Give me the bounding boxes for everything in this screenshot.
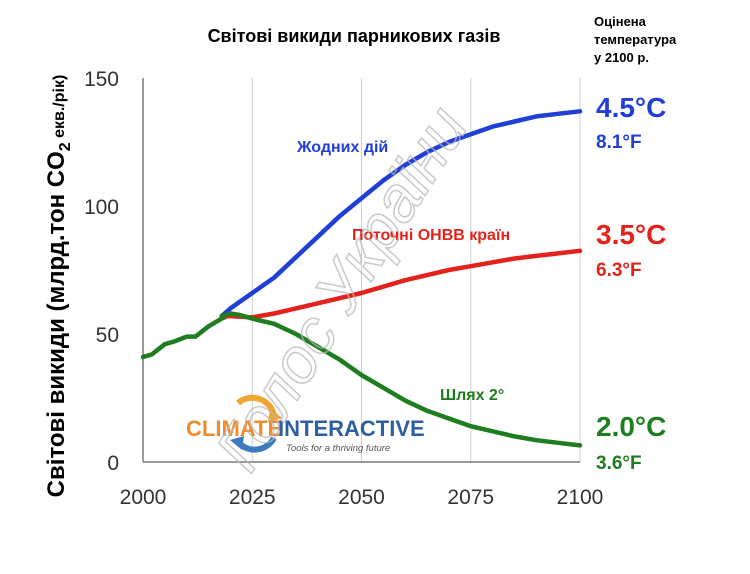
y-axis-label: Світові викиди (млрд.тон CO2 екв./рік) (43, 75, 74, 498)
chart-title: Світові викиди парникових газів (208, 26, 501, 46)
series-label-2deg-path: Шлях 2° (440, 387, 504, 404)
series-line-current-ndc (219, 248, 583, 320)
series-label-no-action: Жодних дій (296, 139, 388, 156)
tick-label-layer: 0 50 100 150 2000 2025 2050 2075 2100 (84, 68, 603, 509)
grid-layer (142, 78, 581, 463)
y-tick-label: 150 (84, 68, 119, 91)
series-line-historical (140, 312, 233, 360)
y-tick-label: 50 (96, 324, 119, 347)
x-tick-label: 2100 (557, 486, 604, 509)
y-tick-label: 0 (107, 452, 119, 475)
temp-f-no-action: 8.1°F (596, 132, 642, 153)
temp-c-current-ndc: 3.5°C (596, 219, 666, 250)
y-axis-label-main: Світові викиди (млрд.тон CO (43, 151, 70, 497)
series-line-no-action (219, 109, 583, 319)
series-line-2deg-path (219, 311, 583, 448)
circular-arrows-icon (230, 394, 282, 453)
temp-header-line-2: температура (594, 32, 677, 47)
temp-f-2deg-path: 3.6°F (596, 453, 642, 474)
temp-f-current-ndc: 6.3°F (596, 260, 642, 281)
x-tick-label: 2025 (229, 486, 276, 509)
temperature-header: Оцінена температура у 2100 р. (594, 14, 677, 65)
series-layer (140, 109, 583, 448)
x-tick-label: 2050 (338, 486, 385, 509)
y-tick-label: 100 (84, 196, 119, 219)
logo-brand-right: INTERACTIVE (278, 416, 425, 441)
temp-c-2deg-path: 2.0°C (596, 411, 666, 442)
logo-tagline: Tools for a thriving future (286, 443, 390, 454)
x-tick-label: 2075 (447, 486, 494, 509)
temp-c-no-action: 4.5°C (596, 92, 666, 123)
y-axis-label-unit: екв./рік) (51, 75, 68, 143)
logo-brand-left: CLIMATE (186, 416, 282, 441)
series-label-current-ndc: Поточні ОНВВ країн (352, 227, 510, 244)
temp-header-line-3: у 2100 р. (594, 50, 649, 65)
x-tick-label: 2000 (120, 486, 167, 509)
y-axis-label-subscript: 2 (57, 142, 74, 151)
temp-header-line-1: Оцінена (594, 14, 647, 29)
climate-interactive-logo: CLIMATE INTERACTIVE Tools for a thriving… (186, 394, 425, 454)
